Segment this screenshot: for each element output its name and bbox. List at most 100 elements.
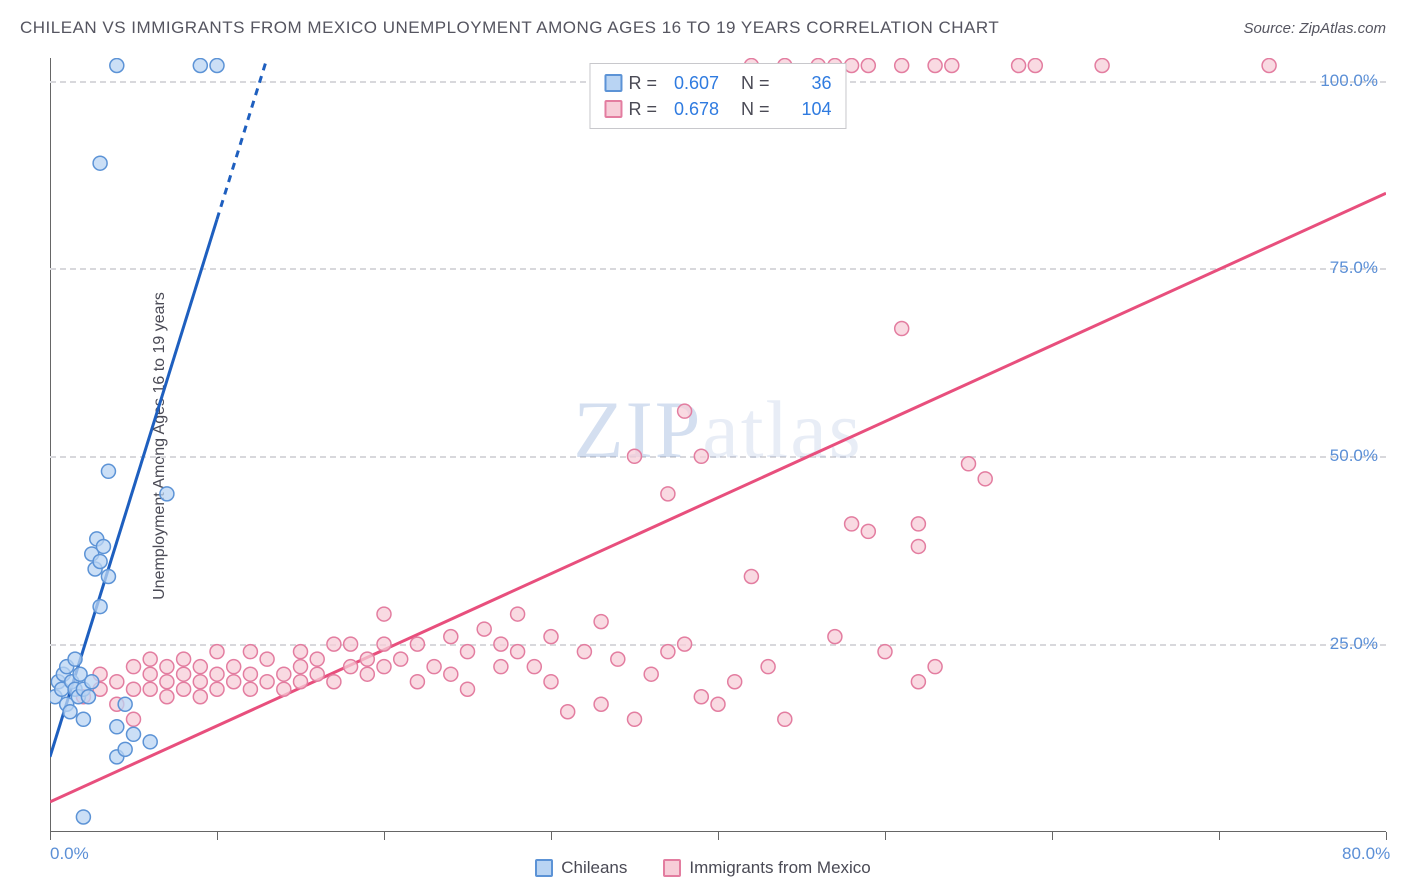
x-tick — [1386, 832, 1387, 840]
data-point — [878, 645, 892, 659]
data-point — [193, 660, 207, 674]
data-point — [761, 660, 775, 674]
data-point — [85, 675, 99, 689]
data-point — [594, 697, 608, 711]
x-tick — [885, 832, 886, 840]
data-point — [544, 675, 558, 689]
legend-label-chileans: Chileans — [561, 858, 627, 878]
data-point — [143, 652, 157, 666]
data-point — [678, 404, 692, 418]
data-point — [427, 660, 441, 674]
x-tick — [718, 832, 719, 840]
data-point — [143, 667, 157, 681]
legend-swatch-chileans — [535, 859, 553, 877]
scatter-plot: ZIPatlas R = 0.607 N = 36 R = 0.678 N = … — [50, 58, 1386, 832]
data-point — [193, 675, 207, 689]
data-point — [594, 615, 608, 629]
data-point — [294, 675, 308, 689]
data-point — [160, 487, 174, 501]
r-value-chileans: 0.607 — [663, 70, 719, 96]
data-point — [544, 630, 558, 644]
x-tick — [217, 832, 218, 840]
data-point — [828, 630, 842, 644]
r-label: R = — [628, 96, 657, 122]
data-point — [118, 742, 132, 756]
data-point — [260, 652, 274, 666]
data-point — [160, 660, 174, 674]
data-point — [477, 622, 491, 636]
data-point — [227, 675, 241, 689]
data-point — [895, 59, 909, 73]
data-point — [1012, 59, 1026, 73]
data-point — [845, 517, 859, 531]
data-point — [1028, 59, 1042, 73]
legend-label-mexico: Immigrants from Mexico — [689, 858, 870, 878]
data-point — [344, 637, 358, 651]
x-tick — [50, 832, 51, 840]
data-point — [928, 660, 942, 674]
data-point — [177, 667, 191, 681]
data-point — [911, 517, 925, 531]
data-point — [68, 652, 82, 666]
plot-svg — [50, 58, 1386, 832]
data-point — [628, 712, 642, 726]
data-point — [527, 660, 541, 674]
data-point — [110, 720, 124, 734]
data-point — [494, 637, 508, 651]
data-point — [177, 682, 191, 696]
data-point — [577, 645, 591, 659]
data-point — [127, 660, 141, 674]
data-point — [193, 690, 207, 704]
data-point — [344, 660, 358, 674]
chart-title: CHILEAN VS IMMIGRANTS FROM MEXICO UNEMPL… — [20, 18, 999, 38]
source-attribution: Source: ZipAtlas.com — [1243, 20, 1386, 37]
data-point — [310, 652, 324, 666]
n-value-mexico: 104 — [776, 96, 832, 122]
r-value-mexico: 0.678 — [663, 96, 719, 122]
data-point — [461, 645, 475, 659]
data-point — [861, 524, 875, 538]
data-point — [193, 59, 207, 73]
n-value-chileans: 36 — [776, 70, 832, 96]
data-point — [628, 449, 642, 463]
stats-row-series2: R = 0.678 N = 104 — [604, 96, 831, 122]
data-point — [93, 554, 107, 568]
data-point — [394, 652, 408, 666]
data-point — [127, 712, 141, 726]
data-point — [360, 667, 374, 681]
data-point — [277, 667, 291, 681]
data-point — [294, 645, 308, 659]
data-point — [360, 652, 374, 666]
data-point — [143, 682, 157, 696]
data-point — [711, 697, 725, 711]
data-point — [210, 645, 224, 659]
data-point — [895, 322, 909, 336]
data-point — [110, 675, 124, 689]
x-tick — [1219, 832, 1220, 840]
data-point — [243, 667, 257, 681]
data-point — [227, 660, 241, 674]
data-point — [444, 667, 458, 681]
data-point — [744, 570, 758, 584]
data-point — [377, 607, 391, 621]
chart-area: ZIPatlas R = 0.607 N = 36 R = 0.678 N = … — [50, 58, 1386, 832]
data-point — [210, 682, 224, 696]
data-point — [410, 675, 424, 689]
data-point — [1095, 59, 1109, 73]
legend-item-chileans: Chileans — [535, 858, 627, 878]
data-point — [118, 697, 132, 711]
data-point — [494, 660, 508, 674]
data-point — [945, 59, 959, 73]
data-point — [327, 675, 341, 689]
data-point — [444, 630, 458, 644]
legend: Chileans Immigrants from Mexico — [0, 858, 1406, 878]
data-point — [861, 59, 875, 73]
data-point — [76, 712, 90, 726]
data-point — [978, 472, 992, 486]
legend-swatch-mexico — [663, 859, 681, 877]
data-point — [911, 675, 925, 689]
data-point — [661, 645, 675, 659]
stats-swatch-chileans — [604, 74, 622, 92]
data-point — [277, 682, 291, 696]
data-point — [511, 645, 525, 659]
